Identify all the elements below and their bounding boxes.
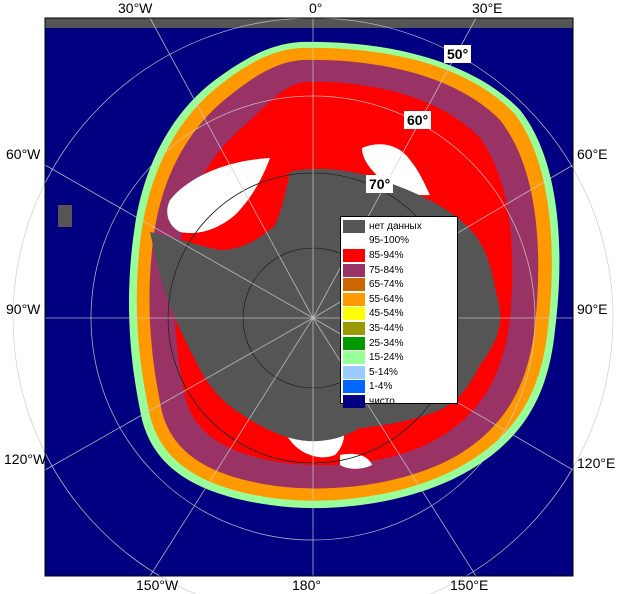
lon-label-30w: 30°W [118,0,153,16]
legend-label: чисто [369,395,395,407]
legend-label: нет данных [369,220,422,232]
legend-label: 15-24% [369,352,404,364]
concentration-legend: нет данных 95-100% 85-94% 75-84% 65-74% 55-64… [340,216,458,408]
legend-label: 1-4% [369,381,393,393]
legend-item: 65-74% [343,277,457,292]
legend-item: чисто [343,394,457,409]
legend-item: 95-100% [343,234,457,249]
legend-item: 25-34% [343,336,457,351]
legend-label: 35-44% [369,322,404,334]
legend-swatch [343,380,365,394]
legend-item: 15-24% [343,350,457,365]
legend-swatch [343,248,365,262]
lon-label-30e: 30°E [472,0,503,16]
legend-swatch [343,219,365,233]
ice-patch-95-100 [167,158,270,234]
no-data-patch-left [58,205,72,227]
legend-label: 85-94% [369,249,404,261]
legend-swatch [343,365,365,379]
legend-swatch [343,394,365,408]
legend-label: 45-54% [369,308,404,320]
legend-swatch [343,292,365,306]
ice-patch-95-100 [362,144,430,196]
legend-label: 55-64% [369,293,404,305]
lat-label-70: 70° [366,175,394,193]
lat-label-60: 60° [404,111,432,129]
legend-swatch [343,234,365,248]
legend-swatch [343,307,365,321]
no-data-strip [45,18,573,28]
lon-label-90e: 90°E [577,301,608,317]
lon-label-120w: 120°W [4,451,47,467]
ice-patch-95-100 [340,453,372,469]
legend-item: 5-14% [343,365,457,380]
lon-label-60w: 60°W [6,146,41,162]
legend-item: 85-94% [343,248,457,263]
legend-swatch [343,321,365,335]
legend-label: 95-100% [369,235,410,247]
lon-label-150w: 150°W [136,577,179,593]
legend-item: 1-4% [343,380,457,395]
lon-label-90w: 90°W [6,301,41,317]
legend-label: 65-74% [369,279,404,291]
map-border [44,17,574,577]
legend-swatch [343,336,365,350]
legend-swatch [343,278,365,292]
legend-item: 45-54% [343,307,457,322]
legend-label: 5-14% [369,366,398,378]
lon-label-150e: 150°E [450,577,489,593]
legend-item: нет данных [343,219,457,234]
legend-item: 75-84% [343,263,457,278]
legend-item: 55-64% [343,292,457,307]
lon-label-60e: 60°E [577,146,608,162]
legend-item: 35-44% [343,321,457,336]
legend-swatch [343,263,365,277]
legend-swatch [343,351,365,365]
lon-label-120e: 120°E [577,455,616,471]
legend-label: 75-84% [369,264,404,276]
lon-label-0: 0° [309,0,323,16]
legend-label: 25-34% [369,337,404,349]
lat-label-50: 50° [444,45,472,63]
lon-label-180: 180° [292,577,321,593]
